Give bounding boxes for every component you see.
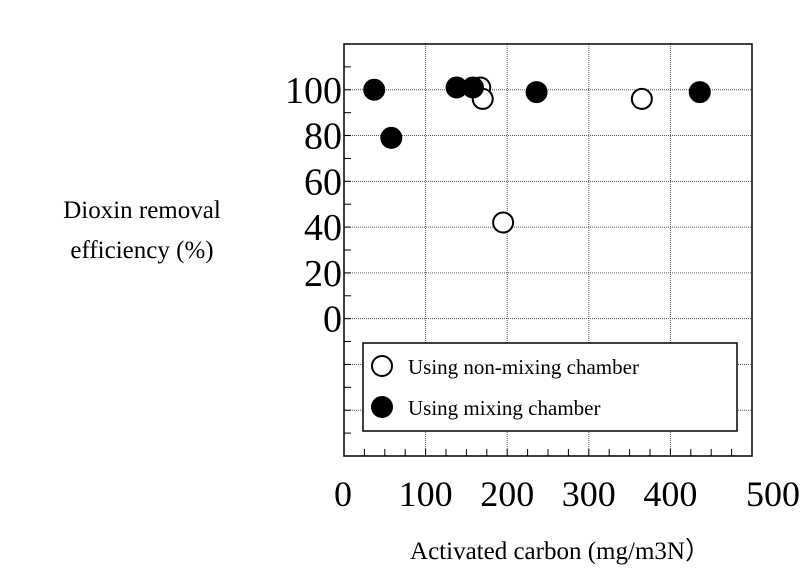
y-tick-label-40: 40 (304, 207, 342, 249)
minor-ticks (344, 66, 733, 456)
y-tick-label-100: 100 (285, 70, 342, 112)
legend-label-non-mixing: Using non-mixing chamber (408, 355, 639, 379)
x-axis-label: Activated carbon (mg/m3N） (410, 537, 710, 565)
y-axis-label-line-2: efficiency (%) (70, 237, 213, 264)
mixing-point-3 (461, 76, 484, 99)
legend: Using non-mixing chamber Using mixing ch… (362, 342, 738, 432)
x-tick-labels: 0 100 200 300 400 500 (334, 474, 800, 514)
mixing-point-1 (380, 126, 403, 149)
y-tick-label-20: 20 (304, 253, 342, 295)
y-axis-label-line-1: Dioxin removal (63, 197, 221, 224)
mixing-point-0 (363, 78, 386, 101)
data-points (363, 76, 711, 234)
x-tick-label-300: 300 (562, 474, 616, 514)
mixing-point-4 (525, 81, 548, 104)
legend-open-circle-icon (371, 355, 393, 377)
legend-label-mixing: Using mixing chamber (408, 396, 600, 420)
x-tick-label-400: 400 (643, 474, 697, 514)
legend-filled-circle-icon (371, 396, 393, 418)
non-mixing-point-3 (630, 87, 653, 110)
legend-box (362, 342, 738, 432)
x-tick-label-200: 200 (480, 474, 534, 514)
y-tick-label-80: 80 (304, 116, 342, 158)
x-tick-label-100: 100 (399, 474, 453, 514)
mixing-point-5 (688, 81, 711, 104)
y-tick-label-0: 0 (323, 299, 342, 341)
x-tick-label-500: 500 (746, 474, 800, 514)
y-tick-label-60: 60 (304, 161, 342, 203)
x-tick-label-0: 0 (334, 474, 352, 514)
non-mixing-point-2 (492, 211, 515, 234)
